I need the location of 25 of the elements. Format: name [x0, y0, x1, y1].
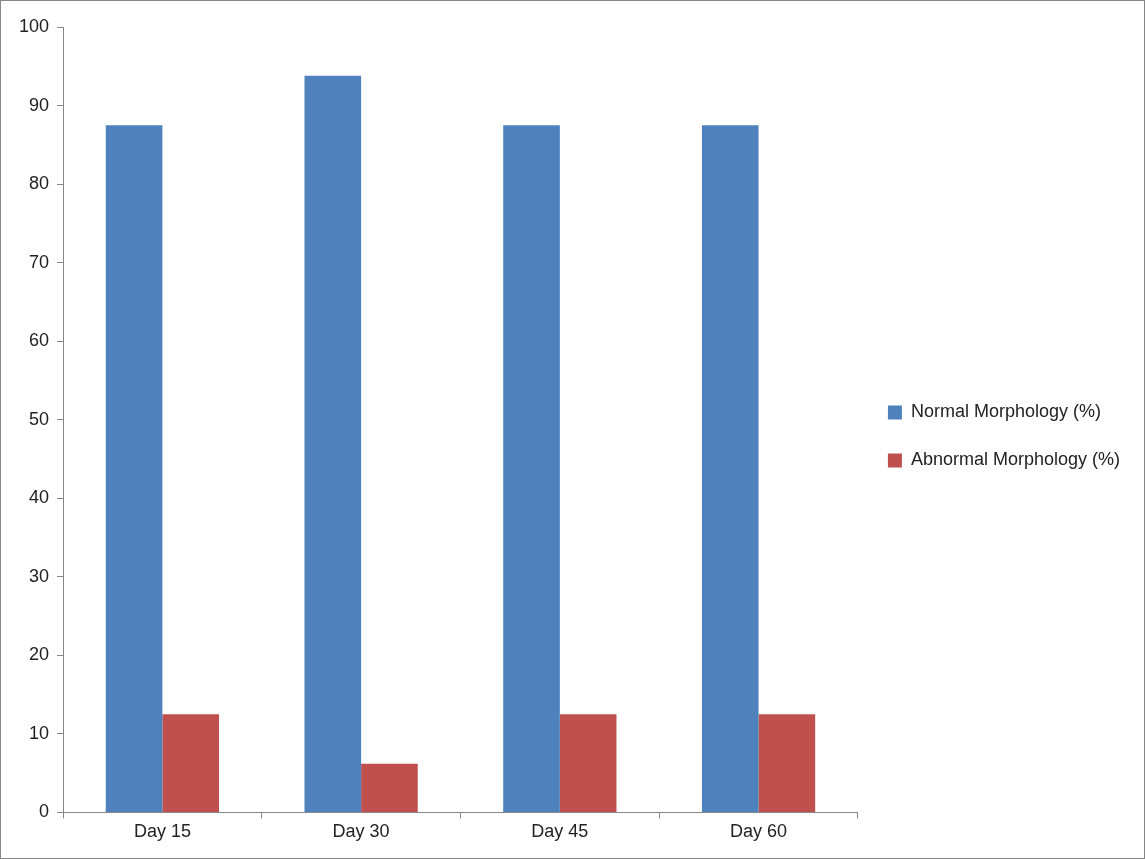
y-tick-label: 50	[29, 408, 50, 429]
bar	[361, 763, 418, 812]
y-tick-label: 60	[29, 330, 50, 351]
bar	[105, 125, 163, 812]
y-tick-label: 100	[18, 15, 50, 36]
bar	[758, 714, 816, 812]
x-tick-label: Day 45	[531, 821, 589, 842]
y-tick-label: 90	[29, 94, 50, 115]
y-tick-label: 80	[29, 173, 50, 194]
y-tick-label: 0	[39, 801, 50, 822]
y-tick-label: 70	[29, 251, 50, 272]
x-tick-label: Day 15	[133, 821, 191, 842]
y-tick-label: 20	[29, 644, 50, 665]
bar	[559, 714, 617, 812]
bar	[503, 125, 560, 812]
bar	[304, 75, 362, 812]
y-tick-label: 40	[29, 487, 50, 508]
y-tick-label: 30	[29, 565, 50, 586]
y-tick-label: 10	[29, 722, 50, 743]
x-tick-label: Day 30	[332, 821, 390, 842]
legend-label: Normal Morphology (%)	[910, 401, 1101, 422]
x-tick-label: Day 60	[730, 821, 788, 842]
legend-label: Abnormal Morphology (%)	[910, 449, 1121, 470]
bar	[701, 125, 759, 812]
bar	[162, 714, 220, 812]
